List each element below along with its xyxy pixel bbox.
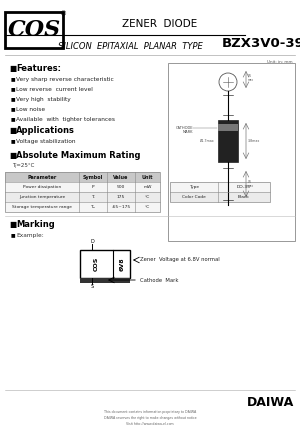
Bar xyxy=(5,12,63,48)
Text: D: D xyxy=(90,238,94,244)
Bar xyxy=(168,63,295,241)
Text: Zener  Voltage at 6.8V normal: Zener Voltage at 6.8V normal xyxy=(140,258,220,263)
Text: Applications: Applications xyxy=(16,125,75,134)
Text: Junction temperature: Junction temperature xyxy=(19,195,65,199)
Text: Features:: Features: xyxy=(16,63,61,73)
Bar xyxy=(170,182,270,192)
Text: Type: Type xyxy=(189,185,199,189)
Text: -65~175: -65~175 xyxy=(111,205,130,209)
Text: Color Code: Color Code xyxy=(182,195,206,199)
Text: ■: ■ xyxy=(11,232,16,238)
Text: ■: ■ xyxy=(11,139,16,144)
Bar xyxy=(5,172,160,182)
Text: ZENER  DIODE: ZENER DIODE xyxy=(122,19,198,29)
Text: ■: ■ xyxy=(11,96,16,102)
Bar xyxy=(5,192,160,202)
Text: Absolute Maximum Rating: Absolute Maximum Rating xyxy=(16,150,140,159)
Text: P: P xyxy=(92,185,94,189)
Text: Example:: Example: xyxy=(16,232,44,238)
Text: 0.5
max: 0.5 max xyxy=(248,180,254,188)
Text: Symbol: Symbol xyxy=(83,175,103,179)
Text: ■: ■ xyxy=(11,116,16,122)
Text: COS: COS xyxy=(8,19,61,41)
Text: DAIWA: DAIWA xyxy=(246,397,294,410)
Text: Black: Black xyxy=(238,195,250,199)
Text: Tⱼ=25°C: Tⱼ=25°C xyxy=(12,162,34,167)
Text: S: S xyxy=(90,284,94,289)
Text: Low noise: Low noise xyxy=(16,107,45,111)
Text: ■: ■ xyxy=(9,150,16,159)
Text: ■: ■ xyxy=(11,107,16,111)
Bar xyxy=(218,124,238,131)
Text: Power dissipation: Power dissipation xyxy=(23,185,61,189)
Text: 175: 175 xyxy=(117,195,125,199)
Text: Ø1.7max: Ø1.7max xyxy=(200,139,215,143)
Text: Very high  stability: Very high stability xyxy=(16,96,71,102)
Text: SILICON  EPITAXIAL  PLANAR  TYPE: SILICON EPITAXIAL PLANAR TYPE xyxy=(58,42,202,51)
Text: 3.8max: 3.8max xyxy=(248,139,260,143)
Text: Marking: Marking xyxy=(16,219,55,229)
Text: Unit: in: mm: Unit: in: mm xyxy=(267,60,293,64)
Text: ■: ■ xyxy=(9,219,16,229)
Bar xyxy=(170,182,270,202)
Text: Tₛⱼ: Tₛⱼ xyxy=(91,205,95,209)
Text: 6V8: 6V8 xyxy=(119,257,124,271)
Text: Unit: Unit xyxy=(142,175,153,179)
Text: Low reverse  current level: Low reverse current level xyxy=(16,87,93,91)
Bar xyxy=(5,182,160,192)
Text: °C: °C xyxy=(145,195,150,199)
Bar xyxy=(5,172,160,212)
Text: BZX3V0-39V: BZX3V0-39V xyxy=(221,37,300,49)
Text: This document contains information proprietary to DAIWA
DAIWA reserves the right: This document contains information propr… xyxy=(103,411,196,425)
Bar xyxy=(218,120,238,162)
Text: Cathode  Mark: Cathode Mark xyxy=(140,278,178,283)
Text: DO-35: DO-35 xyxy=(237,185,251,189)
Text: °C: °C xyxy=(145,205,150,209)
Text: Available  with  tighter tolerances: Available with tighter tolerances xyxy=(16,116,115,122)
Text: ■: ■ xyxy=(11,87,16,91)
Bar xyxy=(5,202,160,212)
Text: ■: ■ xyxy=(9,125,16,134)
Text: COS: COS xyxy=(94,257,98,271)
Text: 500: 500 xyxy=(117,185,125,189)
Text: Voltage stabilization: Voltage stabilization xyxy=(16,139,76,144)
Text: 0.5
max: 0.5 max xyxy=(248,74,254,82)
Text: CATHODE
MARK: CATHODE MARK xyxy=(176,126,193,134)
Text: Parameter: Parameter xyxy=(27,175,57,179)
Text: Storage temperature range: Storage temperature range xyxy=(12,205,72,209)
Text: Tⱼ: Tⱼ xyxy=(91,195,95,199)
Text: Very sharp reverse characteristic: Very sharp reverse characteristic xyxy=(16,76,114,82)
Text: Value: Value xyxy=(113,175,129,179)
Text: ■: ■ xyxy=(11,76,16,82)
Text: ®: ® xyxy=(60,11,68,17)
Text: mW: mW xyxy=(143,185,152,189)
Bar xyxy=(80,250,130,278)
Text: ■: ■ xyxy=(9,63,16,73)
Bar xyxy=(170,192,270,202)
Bar xyxy=(80,278,130,283)
